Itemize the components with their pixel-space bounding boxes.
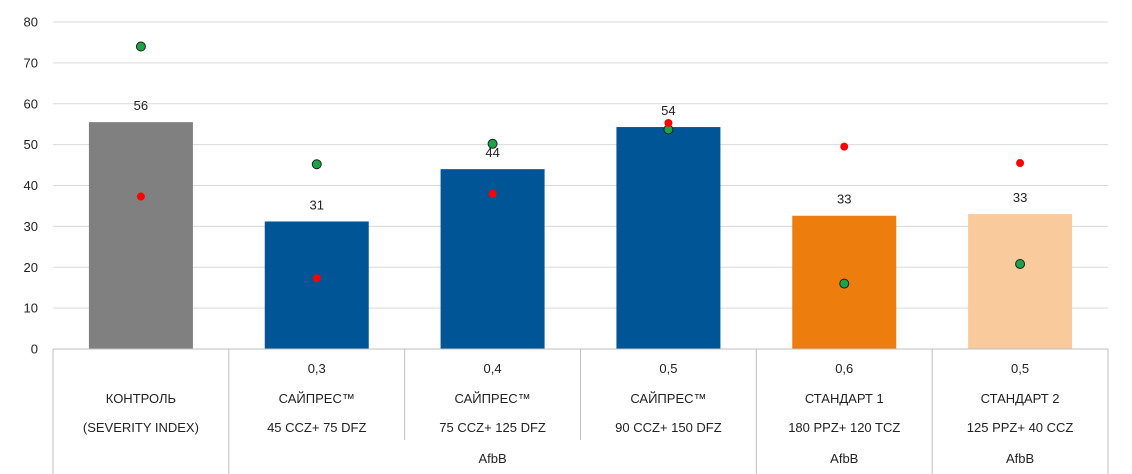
bar xyxy=(264,221,369,349)
y-tick-label: 50 xyxy=(24,137,38,152)
category-detail-label: 90 CCZ+ 150 DFZ xyxy=(615,420,722,435)
y-tick-label: 80 xyxy=(24,15,38,30)
group-label: AfbB xyxy=(1006,451,1034,466)
rate-label: 0,4 xyxy=(484,361,502,376)
green-marker xyxy=(311,159,322,170)
category-detail-label: 125 PPZ+ 40 CCZ xyxy=(967,420,1074,435)
y-tick-label: 30 xyxy=(24,219,38,234)
category-name-label: САЙПРЕС™ xyxy=(279,391,355,406)
bar xyxy=(440,169,545,349)
category-detail-label: 75 CCZ+ 125 DFZ xyxy=(439,420,546,435)
red-marker xyxy=(840,142,849,151)
bar xyxy=(968,214,1073,349)
red-marker xyxy=(136,192,145,201)
bar-value-label: 33 xyxy=(837,192,851,207)
markers xyxy=(135,41,1026,289)
category-name-label: САЙПРЕС™ xyxy=(454,391,530,406)
category-detail-label: 45 CCZ+ 75 DFZ xyxy=(267,420,366,435)
group-label: AfbB xyxy=(830,451,858,466)
red-marker xyxy=(1016,159,1025,168)
green-marker xyxy=(135,41,146,52)
y-tick-label: 10 xyxy=(24,301,38,316)
category-name-label: САЙПРЕС™ xyxy=(630,391,706,406)
bar-value-label: 56 xyxy=(134,98,148,113)
y-axis: 0 10 20 30 40 50 60 70 80 xyxy=(24,15,38,357)
bar xyxy=(88,122,193,349)
y-tick-label: 40 xyxy=(24,178,38,193)
category-name-label: СТАНДАРТ 1 xyxy=(805,391,884,406)
category-name-label: КОНТРОЛЬ xyxy=(106,391,176,406)
red-marker xyxy=(312,274,321,283)
bar xyxy=(616,127,721,349)
y-tick-label: 60 xyxy=(24,96,38,111)
green-marker xyxy=(1015,258,1026,269)
category-detail-label: 180 PPZ+ 120 TCZ xyxy=(788,420,900,435)
bar-value-label: 33 xyxy=(1013,190,1027,205)
rate-label: 0,3 xyxy=(308,361,326,376)
green-marker xyxy=(839,278,850,289)
gridlines xyxy=(53,21,1108,350)
y-tick-label: 0 xyxy=(31,342,38,357)
rate-label: 0,5 xyxy=(1011,361,1029,376)
green-marker xyxy=(487,138,498,149)
bar-value-label: 31 xyxy=(310,197,324,212)
group-label: AfbB xyxy=(478,451,506,466)
y-tick-label: 70 xyxy=(24,55,38,70)
y-tick-label: 20 xyxy=(24,260,38,275)
bar-value-label: 54 xyxy=(661,103,675,118)
bar-value-labels: 56 31 44 54 33 33 xyxy=(134,98,1028,212)
rate-label: 0,5 xyxy=(659,361,677,376)
category-name-label: СТАНДАРТ 2 xyxy=(981,391,1060,406)
category-table: КОНТРОЛЬ (SEVERITY INDEX) 0,3 САЙПРЕС™ 45 CC… xyxy=(52,348,1109,474)
bar-value-label: 44 xyxy=(485,145,499,160)
red-marker xyxy=(664,118,673,127)
rate-label: 0,6 xyxy=(835,361,853,376)
category-detail-label: (SEVERITY INDEX) xyxy=(83,420,199,435)
bars xyxy=(88,122,1073,349)
red-marker xyxy=(488,189,497,198)
